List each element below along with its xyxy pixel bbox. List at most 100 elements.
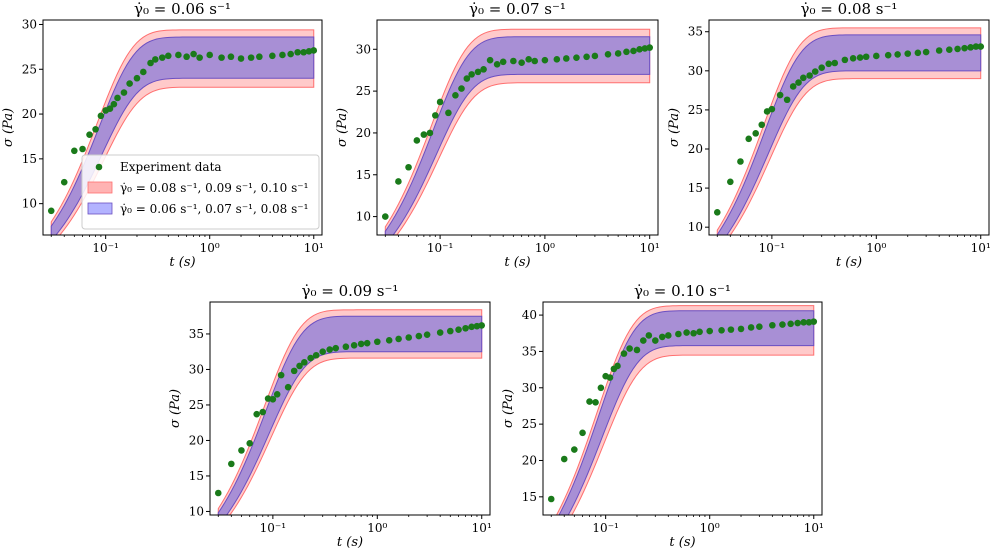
data-point	[432, 112, 439, 119]
plot-area	[214, 309, 486, 515]
band-blue	[217, 315, 483, 515]
y-tick-label: 15	[189, 469, 204, 483]
band-blue	[716, 34, 982, 235]
data-point	[884, 51, 892, 59]
data-point	[47, 207, 55, 215]
data-point	[592, 399, 599, 406]
data-point	[800, 319, 807, 326]
data-point	[562, 55, 570, 62]
data-point	[623, 48, 630, 56]
data-point	[665, 332, 672, 339]
band-red	[384, 28, 651, 235]
data-point	[480, 66, 487, 73]
y-tick-label: 30	[356, 42, 371, 56]
chart-panel-2: 10 15 20 25 30 10⁻¹ 10⁰ 10¹ γ̇₀ = 0.07 s⁻¹ t (s) σ…	[335, 0, 660, 270]
chart-panel-3: 10 15 20 25 30 35 10⁻¹ 10⁰ 10¹ γ̇₀ = 0.08 s⁻¹ t (s…	[667, 0, 991, 270]
chart-title: γ̇₀ = 0.10 s⁻¹	[634, 282, 731, 300]
band-red	[50, 29, 315, 235]
data-point	[468, 323, 475, 331]
data-point	[247, 54, 255, 61]
data-point	[977, 43, 985, 50]
data-point	[914, 49, 922, 57]
data-point	[60, 178, 68, 186]
data-point	[493, 61, 501, 68]
data-point	[436, 329, 444, 336]
data-point	[894, 51, 901, 58]
data-point	[961, 44, 968, 52]
data-point	[690, 329, 697, 337]
data-point	[560, 455, 568, 463]
y-tick-label: 15	[522, 490, 537, 504]
data-point	[811, 68, 819, 75]
data-point	[290, 367, 298, 375]
data-point	[237, 55, 245, 62]
data-point	[606, 374, 614, 381]
data-point	[873, 52, 880, 60]
data-point	[413, 137, 421, 144]
x-tick-label: 10⁰	[200, 241, 220, 255]
data-point	[79, 145, 86, 153]
data-point	[110, 100, 118, 108]
y-tick-label: 15	[22, 152, 37, 166]
data-point	[206, 51, 213, 59]
data-point	[768, 105, 776, 113]
data-point	[639, 337, 647, 344]
data-point	[573, 54, 580, 61]
x-tick-label: 10⁻¹	[759, 241, 785, 255]
data-point	[794, 319, 801, 327]
data-point	[382, 213, 389, 220]
x-axis-label: t (s)	[337, 535, 363, 550]
data-point	[423, 331, 431, 338]
y-axis-label: σ (Pa)	[667, 108, 682, 147]
data-point	[436, 98, 444, 106]
data-point	[256, 53, 263, 61]
data-point	[71, 147, 78, 155]
data-point	[727, 326, 735, 333]
data-point	[553, 56, 561, 63]
x-tick-label: 10⁰	[535, 241, 555, 255]
y-tick-label: 20	[189, 433, 204, 447]
axes-frame	[42, 19, 323, 236]
y-tick-label: 10	[356, 210, 371, 224]
data-point	[967, 44, 974, 51]
axes-frame	[542, 301, 823, 516]
data-point	[795, 79, 802, 86]
data-point	[614, 362, 621, 370]
data-point	[300, 48, 307, 56]
data-point	[196, 54, 203, 61]
y-tick-label: 20	[356, 126, 371, 140]
data-point	[165, 52, 172, 60]
data-point	[106, 105, 114, 112]
data-point	[658, 333, 666, 341]
data-point	[745, 135, 753, 143]
data-point	[405, 334, 413, 341]
chart-title: γ̇₀ = 0.07 s⁻¹	[469, 0, 566, 18]
y-tick-label: 10	[22, 197, 37, 211]
data-point	[296, 362, 303, 370]
legend-marker	[95, 163, 103, 171]
x-tick-label: 10⁻¹	[427, 241, 453, 255]
axes-frame	[376, 19, 659, 236]
x-tick-label: 10⁰	[367, 521, 387, 535]
data-point	[463, 75, 471, 82]
y-tick-label: 30	[522, 381, 537, 395]
x-tick-label: 10¹	[804, 521, 824, 535]
chart-panel-1: 10 15 20 25 30 10⁻¹ 10⁰ 10¹ γ̇₀ = 0.06 s⁻¹ t (s) σ…	[1, 0, 324, 270]
data-point	[783, 96, 791, 104]
data-point	[756, 323, 763, 331]
data-point	[769, 321, 776, 329]
data-point	[147, 59, 154, 67]
y-tick-label: 20	[22, 107, 37, 121]
data-point	[547, 495, 555, 503]
data-point	[706, 327, 713, 335]
data-point	[646, 44, 653, 51]
data-point	[583, 53, 590, 61]
data-point	[158, 54, 166, 61]
data-point	[326, 346, 333, 353]
data-point	[825, 60, 832, 68]
data-point	[806, 72, 813, 79]
y-tick-label: 20	[522, 453, 537, 467]
x-tick-label: 10⁰	[866, 241, 886, 255]
data-point	[789, 83, 797, 90]
